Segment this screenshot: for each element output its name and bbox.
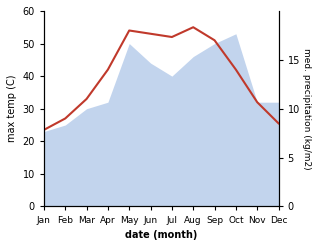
Y-axis label: med. precipitation (kg/m2): med. precipitation (kg/m2)	[302, 48, 311, 169]
X-axis label: date (month): date (month)	[125, 230, 197, 240]
Y-axis label: max temp (C): max temp (C)	[7, 75, 17, 143]
